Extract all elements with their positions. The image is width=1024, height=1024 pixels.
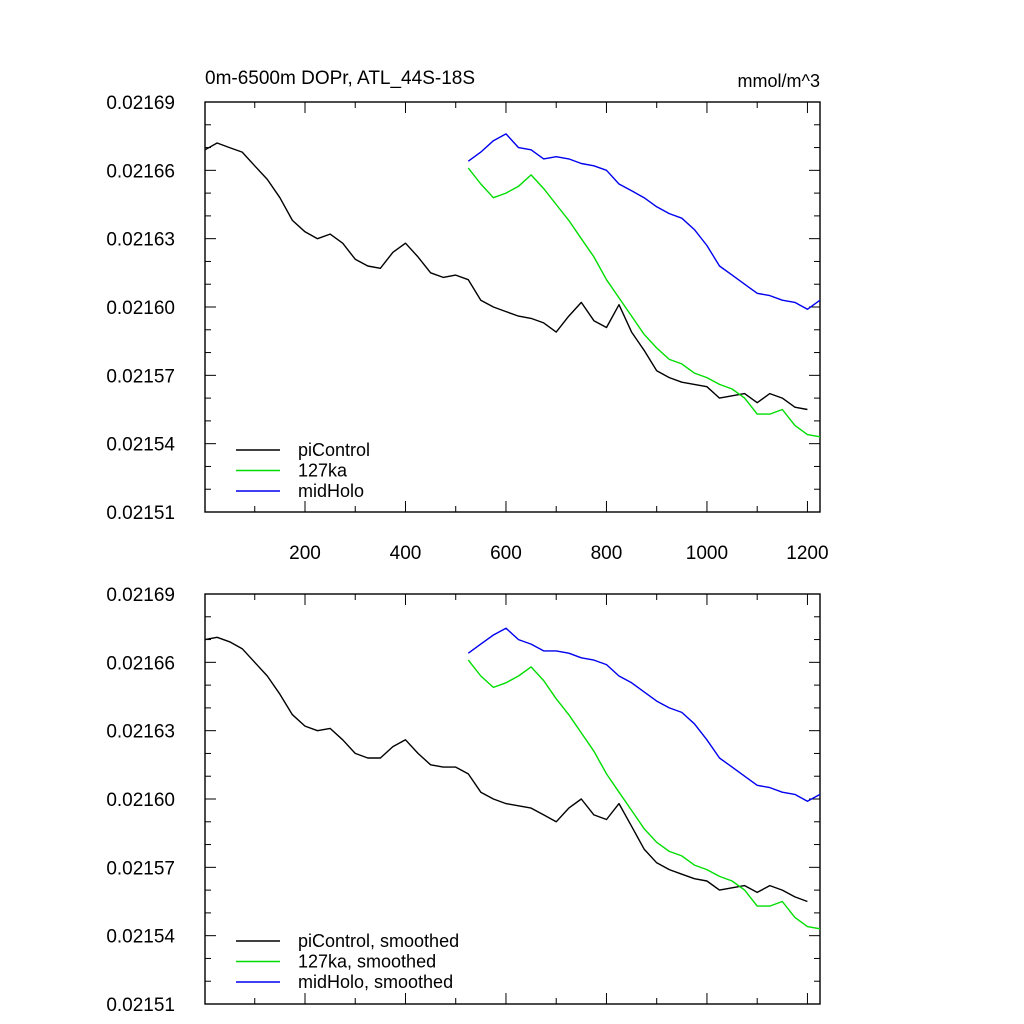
series-line-midholo (467, 133, 821, 310)
y-tick-label: 0.02154 (106, 927, 175, 948)
y-tick-label: 0.02157 (106, 366, 175, 387)
y-tick-label: 0.02157 (106, 858, 175, 879)
top-tick-marks (205, 101, 820, 513)
chart-units: mmol/m^3 (738, 71, 820, 91)
top-x-axis-labels: 200 400 600 800 1000 1200 (289, 543, 828, 564)
y-tick-label: 0.02154 (106, 435, 175, 456)
series-line-picontrol-smoothed (204, 636, 808, 903)
series-line-127ka (467, 167, 821, 438)
legend-label: midHolo, smoothed (298, 972, 453, 992)
y-tick-label: 0.02151 (106, 995, 175, 1016)
x-tick-label: 800 (591, 543, 623, 564)
legend-label: midHolo (298, 481, 364, 501)
bottom-tick-marks (205, 593, 820, 1005)
top-series-lines (204, 133, 821, 438)
legend-label: 127ka, smoothed (298, 952, 436, 972)
chart-title: 0m-6500m DOPr, ATL_44S-18S (205, 68, 475, 89)
x-tick-label: 400 (390, 543, 422, 564)
y-tick-label: 0.02166 (106, 161, 175, 182)
series-line-picontrol (204, 142, 808, 411)
y-tick-label: 0.02163 (106, 230, 175, 251)
legend-label: piControl, smoothed (298, 931, 459, 951)
legend-label: 127ka (298, 461, 348, 481)
y-tick-label: 0.02160 (106, 298, 175, 319)
y-tick-label: 0.02169 (106, 93, 175, 114)
y-tick-label: 0.02169 (106, 585, 175, 606)
y-tick-label: 0.02151 (106, 503, 175, 524)
y-tick-label: 0.02160 (106, 790, 175, 811)
bottom-y-axis-labels: 0.02151 0.02154 0.02157 0.02160 0.02163 0.021… (106, 585, 175, 1016)
y-tick-label: 0.02163 (106, 722, 175, 743)
x-tick-label: 600 (490, 543, 522, 564)
series-line-127ka-smoothed (467, 659, 821, 930)
series-line-midholo-smoothed (467, 627, 821, 802)
x-tick-label: 1200 (786, 543, 828, 564)
bottom-panel: 0.02151 0.02154 0.02157 0.02160 0.02163 0.021… (106, 585, 821, 1016)
top-panel: 0m-6500m DOPr, ATL_44S-18S mmol/m^3 0.02… (106, 68, 828, 564)
x-tick-label: 1000 (686, 543, 728, 564)
y-tick-label: 0.02166 (106, 653, 175, 674)
top-y-axis-labels: 0.02151 0.02154 0.02157 0.02160 0.02163 0.021… (106, 93, 175, 524)
x-tick-label: 200 (289, 543, 321, 564)
legend-label: piControl (298, 440, 370, 460)
bottom-series-lines (204, 627, 821, 930)
